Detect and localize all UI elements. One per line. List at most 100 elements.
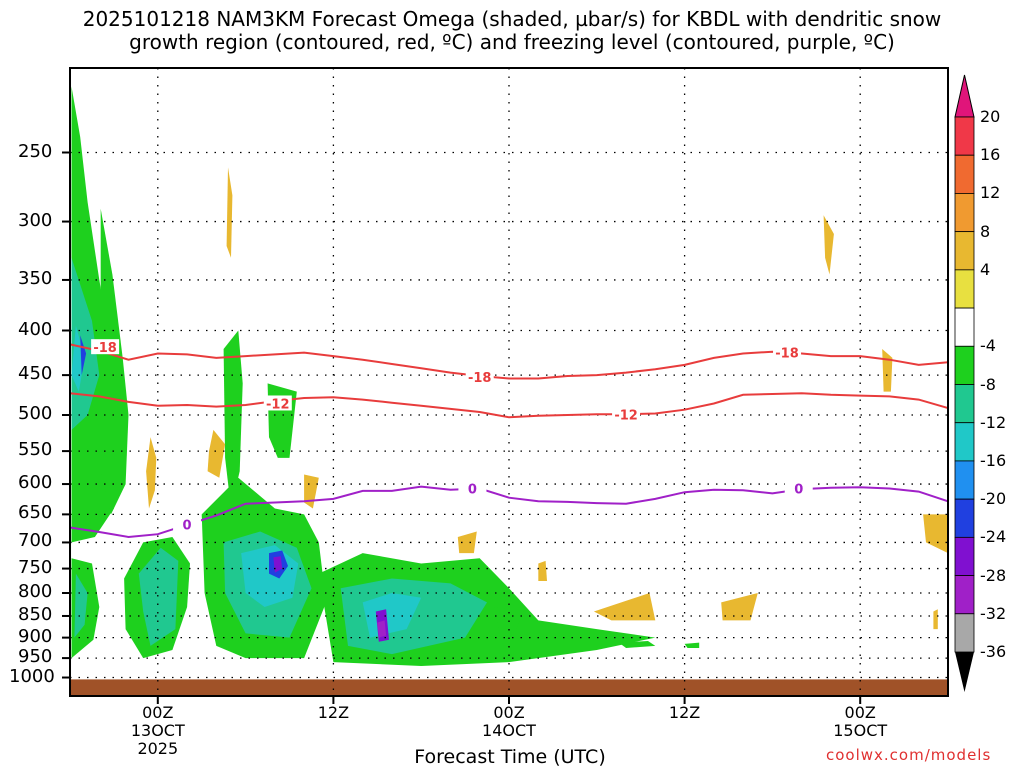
contour-label-bg--18-0 <box>91 339 120 355</box>
x-tick-label: 00Z 13OCT 2025 <box>118 704 198 758</box>
omega-region-24 <box>146 437 157 509</box>
colorbar-swatch-5 <box>954 307 975 347</box>
colorbar-swatch-12 <box>954 575 975 615</box>
omega-region-28 <box>457 531 477 554</box>
colorbar-label: -28 <box>980 565 1007 585</box>
colorbar-swatch-11 <box>954 536 975 576</box>
contour--18 <box>69 343 949 380</box>
omega-region-13 <box>273 556 283 573</box>
y-tick-label: 550 <box>18 439 53 461</box>
omega-region-3 <box>71 325 85 392</box>
contour-label--18-2: -18 <box>775 347 799 362</box>
y-tick-label: 250 <box>18 140 53 162</box>
contour-label-bg--18-2 <box>773 344 802 360</box>
y-tick-label: 300 <box>18 209 53 231</box>
credit-link[interactable]: coolwx.com/models <box>826 746 992 764</box>
contour-label--18-0: -18 <box>93 341 117 356</box>
omega-region-8 <box>138 547 179 646</box>
x-tick-time: 12Z <box>668 703 701 722</box>
x-tick-label: 00Z 14OCT <box>469 704 549 740</box>
y-tick-label: 450 <box>18 363 53 385</box>
x-tick-time: 00Z <box>844 703 876 722</box>
x-tick-time: 00Z <box>142 703 174 722</box>
x-tick-label: 12Z <box>645 704 725 722</box>
colorbar-swatch-9 <box>954 460 975 500</box>
contour-label-0-1: 0 <box>468 482 477 497</box>
colorbar-label: 20 <box>980 107 1001 126</box>
omega-region-23 <box>684 642 700 648</box>
x-tick-date: 15OCT <box>833 721 888 740</box>
x-tick-time: 00Z <box>493 703 525 722</box>
contour-label--18-1: -18 <box>468 371 492 386</box>
colorbar-label: -12 <box>980 412 1007 432</box>
y-tick-label: 850 <box>18 603 53 625</box>
omega-region-6 <box>74 573 88 638</box>
colorbar-label: -4 <box>980 336 996 356</box>
contour-label-0-2: 0 <box>794 482 803 497</box>
y-tick-label: 600 <box>18 472 53 494</box>
contour-label-bg-0-0 <box>173 516 202 532</box>
y-tick-label: 650 <box>18 502 53 524</box>
colorbar-swatch-10 <box>954 498 975 538</box>
colorbar-label: 4 <box>980 259 991 279</box>
omega-region-1 <box>100 208 129 515</box>
contour--12 <box>69 392 949 419</box>
colorbar-label: -16 <box>980 450 1007 470</box>
y-tick-label: 950 <box>18 646 53 668</box>
omega-region-14 <box>223 330 243 509</box>
colorbar-swatch-3 <box>954 231 975 271</box>
colorbar-label: -32 <box>980 603 1007 623</box>
colorbar-label: 12 <box>980 183 1001 203</box>
colorbar-top-arrow <box>954 74 975 118</box>
contour-label-0-0: 0 <box>183 519 192 534</box>
x-axis-title: Forecast Time (UTC) <box>414 746 606 768</box>
contour-label-bg--12-1 <box>612 406 641 422</box>
x-tick-label: 00Z 15OCT <box>820 704 900 740</box>
colorbar-label: 16 <box>980 145 1001 165</box>
omega-region-30 <box>593 593 656 621</box>
y-tick-label: 1000 <box>9 665 55 687</box>
chart-title-line-1: 2025101218 NAM3KM Forecast Omega (shaded… <box>82 7 942 31</box>
y-tick-label: 900 <box>18 625 53 647</box>
contour-label-bg--18-1 <box>465 368 494 384</box>
x-tick-date: 13OCT <box>130 721 185 740</box>
omega-region-25 <box>207 429 226 478</box>
chart-title-line-2: growth region (contoured, red, ºC) and f… <box>129 30 895 54</box>
colorbar-bottom-arrow <box>955 652 974 692</box>
ground-surface <box>70 679 948 696</box>
omega-region-34 <box>923 514 948 554</box>
colorbar-swatch-0 <box>954 116 975 156</box>
omega-region-31 <box>721 593 758 621</box>
contour-label-bg-0-2 <box>784 480 813 496</box>
colorbar-swatch-8 <box>954 422 975 462</box>
colorbar-swatch-7 <box>954 384 975 424</box>
contour-label--12-0: -12 <box>266 397 290 412</box>
x-tick-label: 12Z <box>293 704 373 722</box>
y-tick-label: 750 <box>18 556 53 578</box>
omega-region-4 <box>80 335 87 376</box>
x-tick-year: 2025 <box>137 739 179 758</box>
omega-region-22 <box>618 641 656 648</box>
omega-region-26 <box>226 167 233 258</box>
colorbar-swatch-4 <box>954 269 975 309</box>
y-tick-label: 400 <box>18 318 53 340</box>
colorbar-label: -8 <box>980 374 996 394</box>
y-tick-label: 350 <box>18 267 53 289</box>
colorbar-label: -20 <box>980 489 1007 509</box>
omega-region-21 <box>494 607 524 630</box>
omega-region-32 <box>823 215 834 275</box>
colorbar-swatch-2 <box>954 193 975 233</box>
contour-label-bg-0-1 <box>458 480 487 496</box>
omega-region-20 <box>377 620 387 638</box>
colorbar-swatch-1 <box>954 154 975 194</box>
y-tick-label: 800 <box>18 581 53 602</box>
contour-label-bg--12-0 <box>263 395 292 411</box>
colorbar-swatch-13 <box>954 613 975 653</box>
colorbar-label: -36 <box>980 642 1007 661</box>
colorbar-label: 8 <box>980 221 991 241</box>
x-tick-time: 12Z <box>317 703 350 722</box>
colorbar-swatch-6 <box>954 345 975 385</box>
x-tick-date: 14OCT <box>482 721 536 740</box>
omega-region-29 <box>538 560 547 581</box>
